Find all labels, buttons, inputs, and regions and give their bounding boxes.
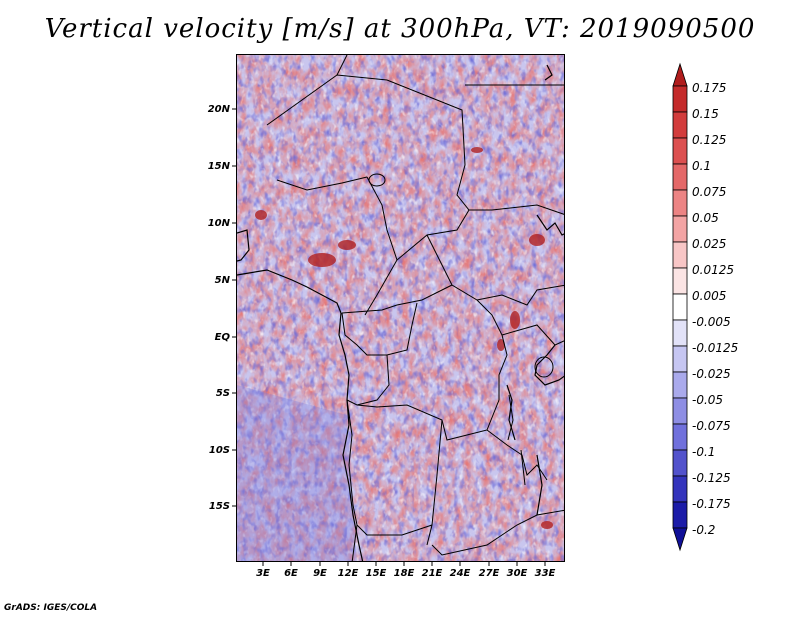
colorbar-segment <box>672 137 688 165</box>
colorbar-segment <box>672 397 688 425</box>
colorbar-label: -0.025 <box>692 367 731 381</box>
colorbar-segment <box>672 215 688 243</box>
lat-tick-label: 15S <box>208 501 230 512</box>
colorbar-label: -0.0125 <box>692 341 739 355</box>
colorbar-label: 0.05 <box>692 211 719 225</box>
lakes <box>368 173 554 486</box>
lon-tick-label: 30E <box>506 568 528 579</box>
lat-tick-label: EQ <box>214 332 230 343</box>
colorbar-label: -0.125 <box>692 471 731 485</box>
colorbar-label: 0.025 <box>692 237 727 251</box>
colorbar-label: 0.15 <box>692 107 719 121</box>
lon-tick-label: 9E <box>313 568 327 579</box>
colorbar-segment <box>672 267 688 295</box>
colorbar-label: 0.1 <box>692 159 712 173</box>
coastline <box>237 64 564 561</box>
lat-tick-label: 15N <box>207 161 230 172</box>
lon-tick-label: 27E <box>478 568 500 579</box>
strong-updraft-spots <box>255 147 553 529</box>
colorbar-segment <box>672 163 688 191</box>
colorbar-segment <box>672 449 688 477</box>
colorbar-label: -0.1 <box>692 445 716 459</box>
colorbar-label: -0.2 <box>692 523 716 537</box>
lon-tick-label: 33E <box>534 568 556 579</box>
colorbar-label: 0.075 <box>692 185 727 199</box>
velocity-field <box>237 55 564 561</box>
colorbar-label: -0.005 <box>692 315 731 329</box>
lat-tick-label: 20N <box>207 104 230 115</box>
lon-tick-label: 12E <box>337 568 359 579</box>
lon-tick-label: 21E <box>421 568 443 579</box>
colorbar-segment <box>672 371 688 399</box>
lon-tick-label: 15E <box>365 568 387 579</box>
colorbar-label: 0.175 <box>692 81 727 95</box>
colorbar-label: 0.005 <box>692 289 727 303</box>
colorbar-segment <box>672 189 688 217</box>
colorbar-segment <box>672 62 688 87</box>
map-title: Vertical velocity [m/s] at 300hPa, VT: 2… <box>44 14 756 44</box>
colorbar-segment <box>672 345 688 373</box>
colorbar-segment <box>672 475 688 503</box>
colorbar-label: 0.0125 <box>692 263 734 277</box>
colorbar-segment <box>672 423 688 451</box>
colorbar-segment <box>672 293 688 321</box>
colorbar-segment <box>672 111 688 139</box>
lon-tick-label: 3E <box>256 568 270 579</box>
colorbar-segment <box>672 241 688 269</box>
colorbar-label: -0.175 <box>692 497 731 511</box>
colorbar-label: 0.125 <box>692 133 727 147</box>
colorbar <box>672 62 688 552</box>
colorbar-segment <box>672 501 688 529</box>
lat-tick-label: 5N <box>214 275 230 286</box>
colorbar-segment <box>672 85 688 113</box>
colorbar-label: -0.05 <box>692 393 724 407</box>
lon-tick-label: 6E <box>284 568 298 579</box>
lon-tick-label: 18E <box>393 568 415 579</box>
colorbar-label: -0.075 <box>692 419 731 433</box>
lat-tick-label: 10N <box>207 218 230 229</box>
grads-credit: GrADS: IGES/COLA <box>4 603 98 613</box>
map-panel[interactable] <box>236 54 565 562</box>
country-borders <box>266 55 564 561</box>
colorbar-segment <box>672 527 688 552</box>
lat-tick-label: 5S <box>215 388 230 399</box>
lon-tick-label: 24E <box>449 568 471 579</box>
lat-tick-label: 10S <box>208 445 230 456</box>
colorbar-segment <box>672 319 688 347</box>
